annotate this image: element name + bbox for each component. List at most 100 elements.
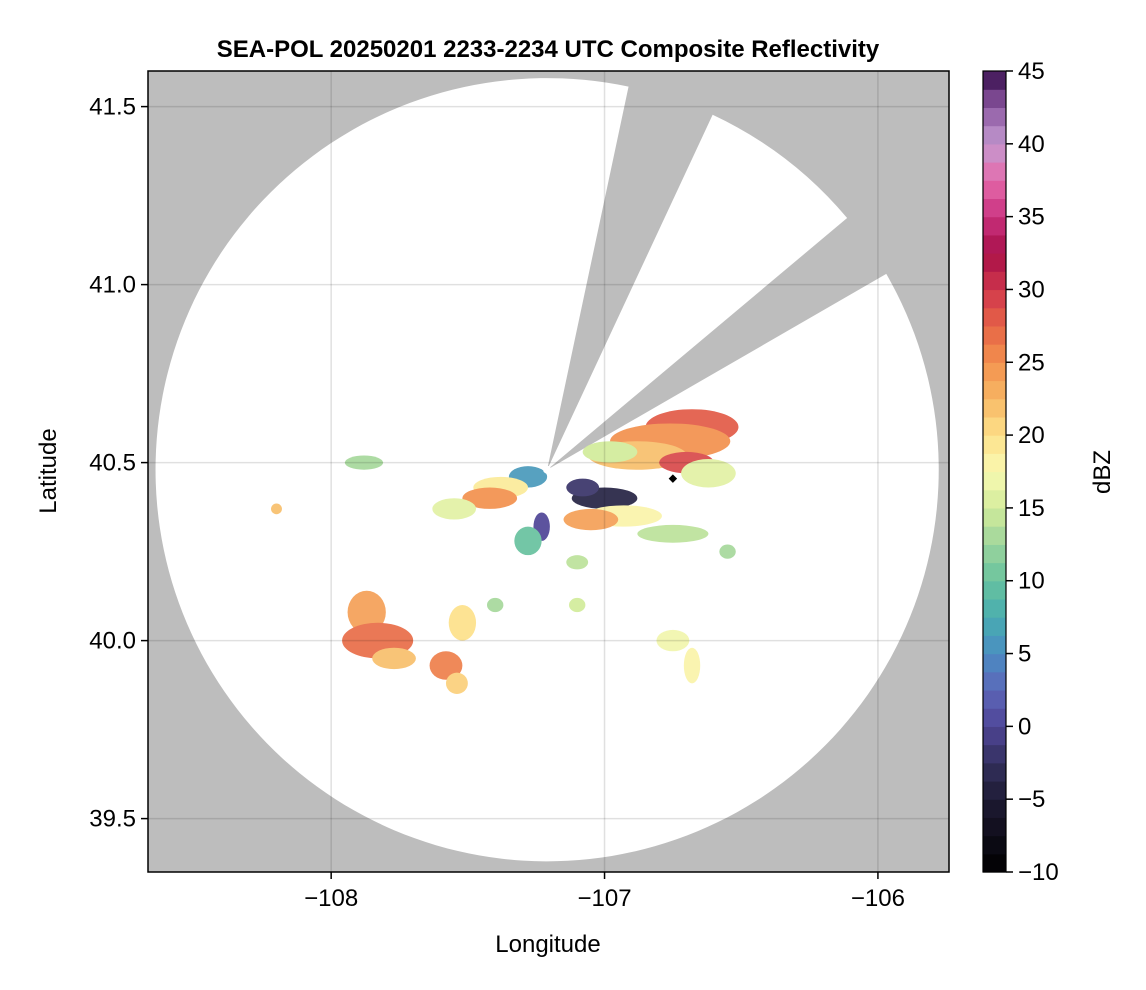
colorbar-segment <box>983 799 1006 818</box>
colorbar-segment <box>983 71 1006 90</box>
echo-cell-14 <box>432 498 477 520</box>
colorbar-segment <box>983 580 1006 600</box>
colorbar-segment <box>983 198 1006 218</box>
colorbar-segment <box>983 380 1006 400</box>
colorbar-segment <box>983 271 1006 291</box>
x-tick-label: −107 <box>578 885 632 912</box>
colorbar-segment <box>983 689 1006 709</box>
colorbar-segment <box>983 216 1006 236</box>
location-marker <box>668 474 678 483</box>
colorbar-segment <box>983 635 1006 655</box>
colorbar-segment <box>983 253 1006 272</box>
colorbar-tick-label: 30 <box>1018 276 1045 303</box>
colorbar-segment <box>983 125 1006 145</box>
colorbar-segment <box>983 398 1006 418</box>
y-tick-label: 39.5 <box>89 806 136 833</box>
colorbar-segment <box>983 526 1006 545</box>
colorbar-segment <box>983 671 1006 691</box>
y-axis-label: Latitude <box>35 428 62 513</box>
colorbar-tick-label: 45 <box>1018 58 1045 85</box>
x-tick-label: −106 <box>851 885 905 912</box>
colorbar-segment <box>983 344 1006 363</box>
echo-cell-29 <box>486 597 504 613</box>
echo-cell-16 <box>514 526 542 556</box>
colorbar-tick-label: 20 <box>1018 422 1045 449</box>
colorbar-segment <box>983 307 1006 327</box>
colorbar-segment <box>983 289 1006 309</box>
colorbar-segment <box>983 762 1006 782</box>
colorbar-segment <box>983 180 1006 200</box>
reflectivity-echoes <box>271 409 739 694</box>
colorbar-segment <box>983 744 1006 764</box>
colorbar-segment <box>983 435 1006 454</box>
x-tick-label: −108 <box>304 885 358 912</box>
colorbar-segment <box>983 453 1006 473</box>
y-tick-label: 40.5 <box>89 450 136 477</box>
colorbar-segment <box>983 234 1006 254</box>
echo-cell-22 <box>448 605 477 641</box>
x-axis-label: Longitude <box>495 931 600 958</box>
echo-cell-17 <box>344 455 384 470</box>
plot-area <box>148 71 949 872</box>
echo-cell-23 <box>429 651 463 680</box>
y-tick-label: 41.0 <box>89 272 136 299</box>
colorbar-segment <box>983 507 1006 527</box>
echo-cell-18 <box>271 503 282 515</box>
colorbar-segment <box>983 617 1006 636</box>
colorbar-segment <box>983 416 1006 436</box>
colorbar: −10 −5 0 5 10 15 20 25 30 35 40 45 <box>982 58 1059 886</box>
colorbar-label: dBZ <box>1089 450 1116 494</box>
colorbar-tick-label: 25 <box>1018 349 1045 376</box>
colorbar-segment <box>983 471 1006 491</box>
echo-cell-21 <box>372 647 416 670</box>
colorbar-tick-label: 40 <box>1018 131 1045 158</box>
colorbar-frame <box>982 70 1007 873</box>
echo-cell-19 <box>347 590 386 634</box>
grid-lines <box>148 71 949 872</box>
echo-cell-10 <box>637 524 709 543</box>
echo-cell-27 <box>566 555 589 570</box>
colorbar-segment <box>983 653 1006 673</box>
y-tick-label: 41.5 <box>89 94 136 121</box>
echo-cell-28 <box>569 597 586 613</box>
radar-site-marker <box>543 465 552 474</box>
colorbar-tick-label: 10 <box>1018 568 1045 595</box>
echo-cell-24 <box>445 672 468 694</box>
colorbar-tick-label: −10 <box>1018 859 1059 886</box>
colorbar-segment <box>983 362 1006 382</box>
colorbar-segment <box>983 489 1006 509</box>
colorbar-segment <box>983 107 1006 127</box>
echo-cell-4 <box>681 459 736 488</box>
colorbar-tick-label: 5 <box>1018 641 1031 668</box>
y-axis: 39.5 40.0 40.5 41.0 41.5 <box>89 94 148 833</box>
colorbar-tick-label: −5 <box>1018 786 1045 813</box>
colorbar-tick-label: 15 <box>1018 495 1045 522</box>
colorbar-tick-label: 0 <box>1018 713 1031 740</box>
colorbar-segment <box>983 544 1006 564</box>
echo-cell-26 <box>683 647 701 684</box>
colorbar-segment <box>983 562 1006 582</box>
plot-frame <box>147 70 950 873</box>
colorbar-segment <box>983 817 1006 837</box>
colorbar-segment <box>983 325 1006 345</box>
y-tick-label: 40.0 <box>89 628 136 655</box>
echo-cell-30 <box>719 544 736 559</box>
echo-cell-5 <box>582 441 638 463</box>
echo-cell-9 <box>563 508 619 531</box>
echo-cell-7 <box>566 478 600 497</box>
echo-cell-13 <box>462 487 518 509</box>
colorbar-segment <box>983 835 1006 855</box>
colorbar-segment <box>983 726 1006 746</box>
colorbar-segment <box>983 708 1006 727</box>
colorbar-segment <box>983 89 1006 109</box>
colorbar-segment <box>983 143 1006 163</box>
echo-cell-25 <box>656 629 690 652</box>
chart-title: SEA-POL 20250201 2233-2234 UTC Composite… <box>217 36 880 63</box>
x-axis: −108 −107 −106 <box>304 872 905 912</box>
colorbar-tick-label: 35 <box>1018 204 1045 231</box>
colorbar-segment <box>983 598 1006 618</box>
colorbar-segment <box>983 780 1006 800</box>
colorbar-segment <box>983 853 1006 873</box>
colorbar-segment <box>983 162 1006 181</box>
